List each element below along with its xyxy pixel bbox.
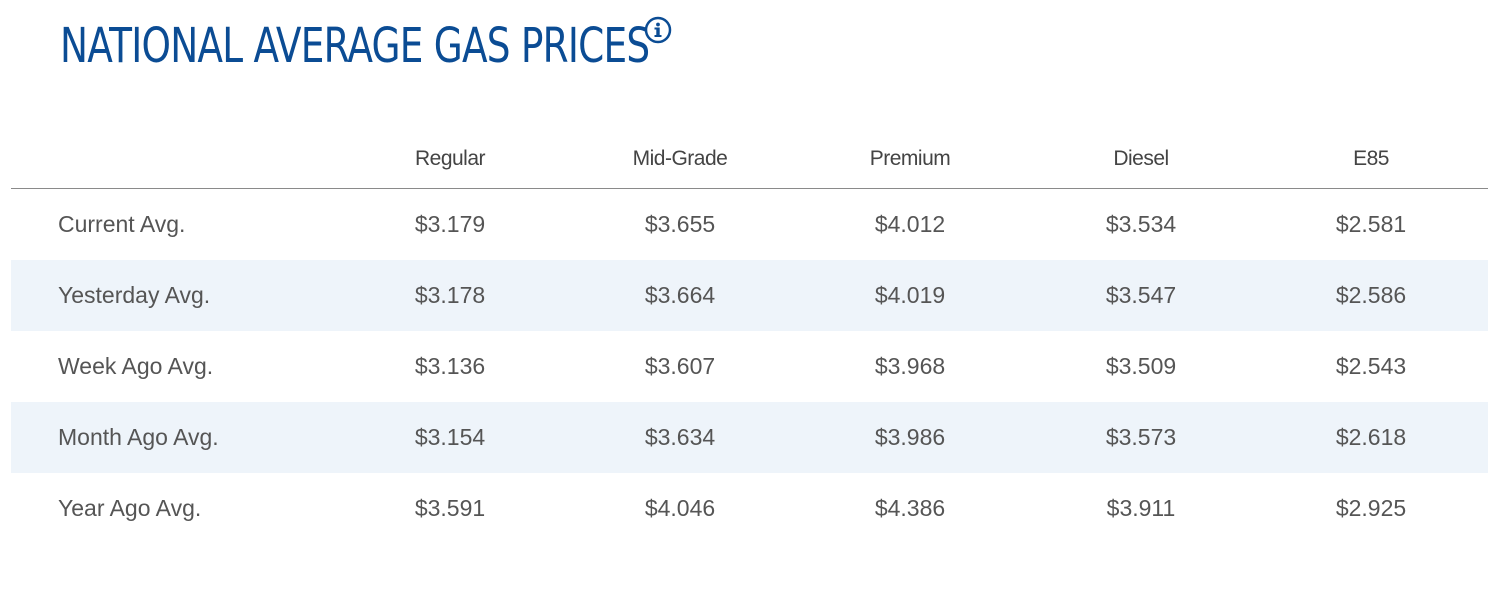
- price-cell: $4.019: [874, 282, 946, 308]
- table-header-row: Regular Mid-Grade Premium Diesel E85: [11, 130, 1488, 189]
- price-cell: $4.386: [874, 495, 946, 521]
- page-header: NATIONAL AVERAGE GAS PRICES: [60, 14, 816, 78]
- row-label: Current Avg.: [58, 211, 186, 237]
- price-cell: $3.534: [1105, 211, 1177, 237]
- price-cell: $4.046: [644, 495, 716, 521]
- column-header-diesel: Diesel: [1113, 147, 1169, 170]
- price-cell: $4.012: [874, 211, 946, 237]
- price-cell: $3.664: [644, 282, 716, 308]
- price-cell: $3.634: [644, 424, 716, 450]
- price-cell: $3.509: [1105, 353, 1177, 379]
- price-cell: $3.911: [1106, 495, 1176, 521]
- row-label: Week Ago Avg.: [58, 353, 214, 379]
- price-cell: $3.607: [644, 353, 716, 379]
- info-icon[interactable]: [644, 16, 672, 44]
- table-row-week-ago: Week Ago Avg. $3.136 $3.607 $3.968 $3.50…: [11, 331, 1488, 402]
- price-cell: $3.154: [414, 424, 486, 450]
- row-label: Month Ago Avg.: [58, 424, 219, 450]
- price-cell: $3.591: [414, 495, 486, 521]
- gas-prices-table: Regular Mid-Grade Premium Diesel E85 Cur…: [11, 130, 1488, 544]
- price-cell: $3.986: [874, 424, 946, 450]
- column-header-premium: Premium: [869, 147, 951, 170]
- price-cell: $2.618: [1335, 424, 1407, 450]
- price-cell: $3.547: [1105, 282, 1177, 308]
- table-row-month-ago: Month Ago Avg. $3.154 $3.634 $3.986 $3.5…: [11, 402, 1488, 473]
- column-header-regular: Regular: [414, 147, 486, 170]
- column-header-e85: E85: [1353, 147, 1389, 170]
- price-cell: $3.179: [414, 211, 486, 237]
- price-cell: $3.178: [414, 282, 486, 308]
- price-cell: $2.543: [1335, 353, 1407, 379]
- row-label: Yesterday Avg.: [58, 282, 211, 308]
- column-header-mid-grade: Mid-Grade: [632, 147, 728, 170]
- row-label: Year Ago Avg.: [58, 495, 202, 521]
- price-cell: $2.586: [1335, 282, 1407, 308]
- price-cell: $3.136: [414, 353, 486, 379]
- price-cell: $3.655: [644, 211, 716, 237]
- price-cell: $2.925: [1335, 495, 1407, 521]
- table-row-yesterday: Yesterday Avg. $3.178 $3.664 $4.019 $3.5…: [11, 260, 1488, 331]
- table-row-current: Current Avg. $3.179 $3.655 $4.012 $3.534…: [11, 189, 1488, 260]
- price-cell: $2.581: [1335, 211, 1407, 237]
- price-cell: $3.573: [1105, 424, 1177, 450]
- price-cell: $3.968: [874, 353, 946, 379]
- page-title: NATIONAL AVERAGE GAS PRICES: [60, 18, 650, 74]
- table-row-year-ago: Year Ago Avg. $3.591 $4.046 $4.386 $3.91…: [11, 473, 1488, 544]
